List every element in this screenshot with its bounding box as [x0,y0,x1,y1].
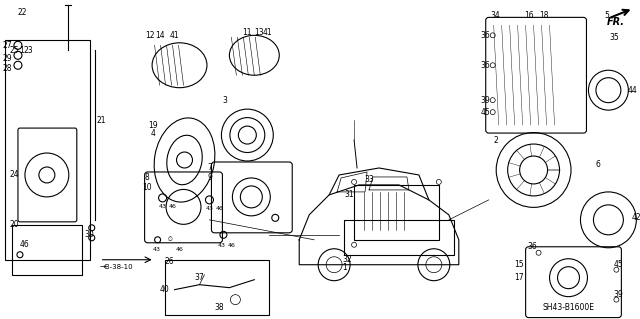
Text: 24: 24 [9,170,19,180]
Text: 4: 4 [150,129,155,137]
Text: →B-38-10: →B-38-10 [100,264,133,270]
Text: 43: 43 [218,243,225,248]
Text: 38: 38 [214,303,224,312]
Text: 31: 31 [344,190,354,199]
Text: 8: 8 [144,174,149,182]
Text: 21: 21 [97,115,106,125]
Text: 10: 10 [142,183,152,192]
Text: 37: 37 [195,273,204,282]
Text: 41: 41 [262,28,272,37]
Text: 43: 43 [205,206,214,211]
Text: ∅: ∅ [167,237,172,242]
Text: 16: 16 [524,11,533,20]
Text: 41: 41 [170,31,179,40]
Text: 35: 35 [609,33,620,42]
Circle shape [318,249,350,281]
Text: 25: 25 [9,46,19,55]
Bar [5,40,90,260]
Text: 29: 29 [2,54,12,63]
Text: 9: 9 [207,174,212,182]
Bar [344,220,454,255]
Text: 17: 17 [514,273,524,282]
Text: 23: 23 [23,46,33,55]
Text: 39: 39 [481,96,491,105]
Text: 43: 43 [159,204,166,209]
Text: 46: 46 [175,247,184,252]
Text: 40: 40 [160,285,170,294]
Text: 27: 27 [2,41,12,50]
Text: 39: 39 [614,290,623,299]
Text: 30: 30 [85,230,95,239]
Text: 18: 18 [539,11,548,20]
Text: 46: 46 [20,240,30,249]
Circle shape [418,249,450,281]
Text: 46: 46 [216,206,223,211]
Text: 5: 5 [604,11,609,20]
Text: 36: 36 [528,242,538,251]
Text: 46: 46 [168,204,177,209]
Text: 28: 28 [2,64,12,73]
Text: 6: 6 [596,160,601,169]
Text: FR.: FR. [607,17,625,27]
Text: 1: 1 [20,46,24,55]
Text: 45: 45 [481,108,491,117]
Text: 19: 19 [148,121,157,130]
Text: 14: 14 [155,31,164,40]
Text: 42: 42 [632,213,640,222]
Text: 22: 22 [17,8,27,17]
Text: 7: 7 [207,163,212,173]
Text: 46: 46 [227,243,236,248]
Bar [354,185,439,240]
Text: 13: 13 [255,28,264,37]
Text: SH43-B1600E: SH43-B1600E [543,303,595,312]
Text: 45: 45 [614,260,623,269]
Text: 32: 32 [342,255,352,264]
Text: 20: 20 [9,220,19,229]
Text: 44: 44 [627,86,637,95]
Text: 1: 1 [342,263,346,272]
Text: 3: 3 [222,96,227,105]
Text: 15: 15 [514,260,524,269]
FancyBboxPatch shape [18,128,77,222]
Text: 33: 33 [364,175,374,184]
Bar [164,260,269,315]
Text: 36: 36 [481,61,491,70]
Text: 11: 11 [243,28,252,37]
Text: 34: 34 [491,11,500,20]
Text: 36: 36 [481,31,491,40]
Text: 43: 43 [152,247,161,252]
Bar [12,225,82,275]
Text: 2: 2 [493,136,498,145]
Text: 26: 26 [164,257,174,266]
Text: 12: 12 [145,31,154,40]
